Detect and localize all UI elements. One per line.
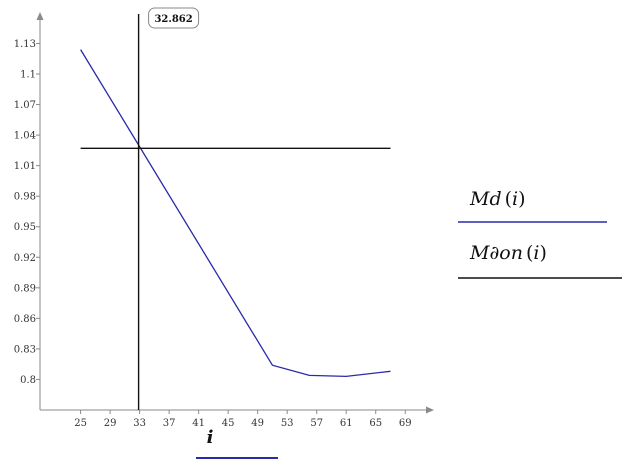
x-tick-label: 69 [399, 418, 412, 429]
x-tick-label: 49 [251, 418, 264, 429]
legend-mdon-label: M∂on (i) [469, 242, 547, 264]
y-tick-label: 1.07 [14, 100, 36, 111]
y-tick-label: 0.89 [14, 283, 36, 294]
legend: Md (i) M∂on (i) [458, 188, 622, 279]
cursor-value-badge[interactable] [148, 7, 200, 29]
y-tick-label: 1.1 [20, 70, 36, 81]
y-tick-label: 0.83 [14, 344, 36, 355]
y-tick-label: 0.8 [20, 375, 36, 386]
x-tick-label: 25 [74, 418, 87, 429]
x-tick-label: 41 [192, 418, 205, 429]
x-cursor[interactable]: 32.862 [137, 7, 200, 410]
y-tick-label: 0.92 [14, 253, 36, 264]
series-group [80, 49, 391, 378]
x-tick-label: 45 [222, 418, 235, 429]
x-tick-label: 65 [369, 418, 382, 429]
x-axis-ticks: 25 29 33 37 41 45 49 53 57 61 65 69 [74, 410, 412, 429]
y-tick-label: 0.98 [14, 192, 36, 203]
x-axis-arrow-icon [426, 406, 434, 414]
x-tick-label: 57 [310, 418, 323, 429]
cursor-value-label: 32.862 [154, 14, 192, 25]
x-tick-label: 33 [133, 418, 146, 429]
series-md-line [80, 49, 391, 378]
x-tick-label: 61 [340, 418, 353, 429]
y-tick-label: 0.86 [14, 314, 36, 325]
x-axis-label: i [207, 427, 214, 448]
y-tick-label: 1.13 [14, 39, 36, 50]
y-axis-ticks: 0.8 0.83 0.86 0.89 0.92 0.95 0.98 1.01 1.04 1.07 1… [14, 39, 40, 386]
x-tick-label: 53 [281, 418, 294, 429]
y-tick-label: 0.95 [14, 222, 36, 233]
y-tick-label: 1.01 [14, 161, 36, 172]
x-tick-label: 37 [163, 418, 176, 429]
y-axis-arrow-icon [36, 12, 44, 20]
axes [36, 12, 434, 414]
legend-md-label: Md (i) [469, 188, 526, 210]
y-tick-label: 1.04 [14, 131, 36, 142]
x-axis-label-group: i [196, 427, 278, 459]
x-tick-label: 29 [104, 418, 117, 429]
